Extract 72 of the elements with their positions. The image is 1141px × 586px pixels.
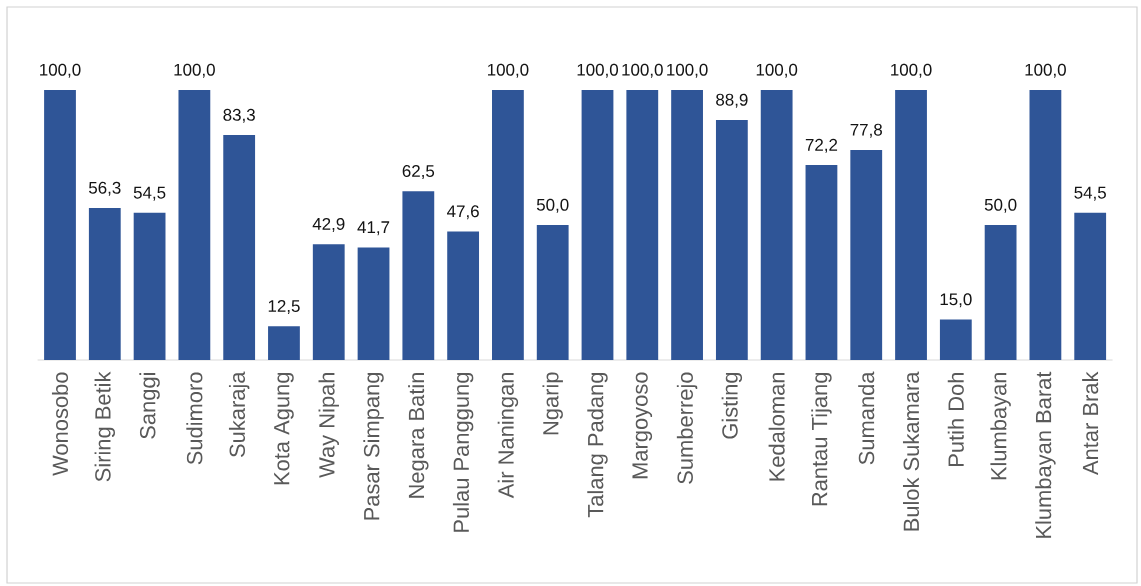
bar <box>850 149 883 360</box>
x-tick-label: Talang Padang <box>587 372 608 518</box>
x-tick-label: Kedaloman <box>768 372 785 481</box>
bar <box>492 89 524 360</box>
x-tick-label: Negara Batin <box>408 372 429 498</box>
bar <box>312 244 345 360</box>
data-label: 50,0 <box>536 198 569 213</box>
x-tick-label: Bulok Sukamara <box>902 371 920 531</box>
bar <box>984 224 1017 360</box>
data-label: 72,2 <box>805 138 838 153</box>
bar <box>715 119 748 360</box>
data-label: 50,0 <box>984 198 1017 213</box>
bar <box>939 319 972 360</box>
bar <box>581 89 614 360</box>
data-label: 62,5 <box>402 165 435 180</box>
x-tick-label: Siring Betik <box>94 371 116 482</box>
x-tick-label: Ngarip <box>542 372 563 435</box>
data-label: 12,5 <box>268 300 300 315</box>
data-label: 42,9 <box>312 217 345 232</box>
data-label: 83,3 <box>223 108 255 123</box>
data-label: 54,5 <box>1074 186 1106 201</box>
x-tick-label: Sukaraja <box>228 371 250 458</box>
data-label: 88,9 <box>716 93 748 108</box>
data-label: 47,6 <box>447 205 479 220</box>
data-label: 100,0 <box>667 63 708 78</box>
x-tick-label: Sumberrejo <box>676 372 698 484</box>
bar <box>178 89 211 360</box>
data-label: 100,0 <box>174 63 215 78</box>
bar <box>895 89 927 360</box>
data-label: 100,0 <box>577 63 619 78</box>
data-label: 77,8 <box>850 123 882 138</box>
x-tick-label: Sumanda <box>858 371 875 465</box>
x-tick-label: Putih Doh <box>947 372 964 466</box>
bar <box>402 191 435 360</box>
bar <box>447 231 480 360</box>
bar <box>1074 212 1107 360</box>
x-tick-label: Antar Brak <box>1082 371 1099 475</box>
x-tick-label: Kota Agung <box>274 372 294 485</box>
x-tick-label: Wonosobo <box>51 372 69 476</box>
bar <box>626 89 659 360</box>
x-tick-label: Sudimoro <box>186 372 203 465</box>
bar <box>223 135 256 360</box>
x-tick-label: Sanggi <box>139 373 160 439</box>
data-label: 54,5 <box>133 186 166 201</box>
x-tick-label: Klumbayan <box>990 372 1011 480</box>
x-tick-label: Air Naningan <box>497 372 519 499</box>
bar <box>1029 89 1062 360</box>
data-label: 15,0 <box>940 293 972 308</box>
bar <box>133 212 166 360</box>
data-label: 100,0 <box>622 63 663 78</box>
data-label: 100,0 <box>488 63 529 78</box>
bar <box>357 247 390 360</box>
x-tick-label: Pasar Simpang <box>363 372 384 520</box>
bar <box>805 165 838 360</box>
data-label: 100,0 <box>1025 63 1066 78</box>
bar <box>44 89 76 360</box>
bar <box>671 89 703 360</box>
data-label: 56,3 <box>88 181 121 196</box>
data-label: 100,0 <box>756 63 798 78</box>
bar <box>88 207 121 360</box>
x-tick-label: Rantau Tijang <box>811 372 832 506</box>
x-tick-label: Gisting <box>721 372 743 439</box>
x-tick-label: Klumbayan Barat <box>1035 371 1056 538</box>
bar <box>760 89 793 360</box>
bar <box>536 224 569 360</box>
x-tick-label: Pulau Panggung <box>452 372 474 532</box>
x-tick-label: Way Nipah <box>318 372 339 478</box>
data-label: 100,0 <box>40 63 81 78</box>
data-label: 41,7 <box>357 221 390 236</box>
x-tick-label: Margoyoso <box>632 372 653 479</box>
data-label: 100,0 <box>891 63 932 78</box>
bar <box>268 326 300 360</box>
